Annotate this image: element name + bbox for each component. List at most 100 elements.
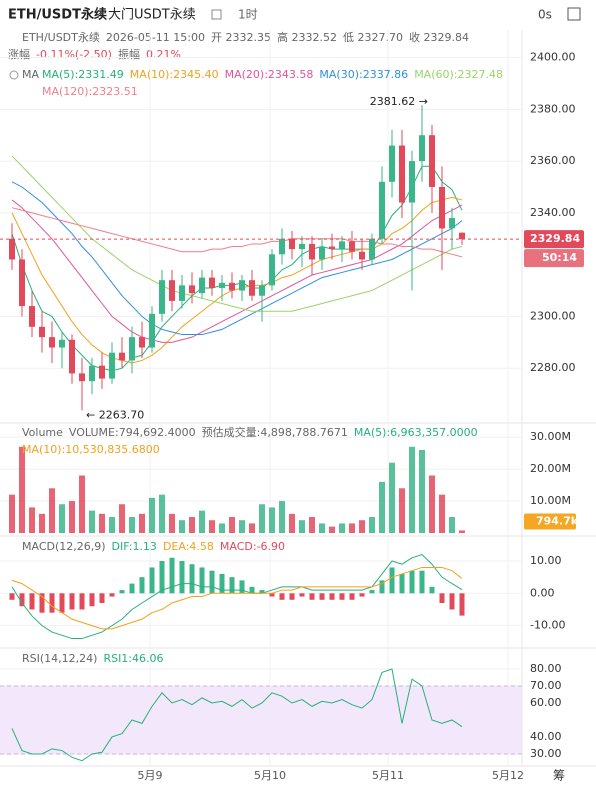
legend-entry: MA(10):10,530,835.6800 (22, 443, 160, 456)
macd-bar (169, 557, 175, 594)
candle-body (189, 285, 195, 294)
legend-entry: DIF:1.13 (112, 540, 157, 553)
volume-bar (239, 520, 245, 533)
indicator-line (11, 181, 463, 336)
candle-body (439, 186, 445, 229)
volume-bar (139, 513, 145, 533)
legend-entry: MACD:-6.90 (220, 540, 285, 553)
y-tick-label: 10.00 (530, 554, 562, 567)
candle-body (329, 246, 335, 250)
macd-bar (259, 590, 265, 594)
legend-entry: MA(120):2323.51 (42, 85, 138, 98)
legend-entry: MA(20):2343.58 (225, 68, 314, 81)
layout-icon[interactable] (567, 7, 581, 21)
info-text: -0.11%(-2.50) (36, 48, 112, 61)
candle-body (69, 339, 75, 374)
volume-bar (89, 510, 95, 533)
price-tag (524, 230, 584, 249)
volume-bar (109, 517, 115, 533)
y-tick-label: 2300.00 (530, 309, 576, 322)
candle-body (89, 365, 95, 382)
x-tick-label: 5月12 (492, 769, 524, 782)
macd-bar (79, 593, 85, 610)
y-tick-label: -10.00 (530, 619, 565, 632)
volume-bar (9, 494, 15, 533)
macd-bar (399, 573, 405, 594)
macd-bar (59, 593, 65, 613)
candle-body (29, 306, 35, 327)
macd-bar (369, 590, 375, 594)
info-text: 收 2329.84 (409, 30, 469, 44)
y-tick-label: 20.00M (530, 462, 571, 475)
x-tick-label: 5月10 (254, 769, 286, 782)
macd-bar (379, 580, 385, 594)
countdown-label: 50:14 (542, 251, 577, 264)
volume-bar (39, 513, 45, 533)
volume-bar (29, 507, 35, 533)
volume-bar (159, 494, 165, 533)
indicator-title: MACD(12,26,9) (22, 540, 106, 553)
volume-bar (419, 449, 425, 533)
macd-bar (229, 577, 235, 594)
macd-bar (299, 593, 305, 597)
candle-body (349, 241, 355, 252)
y-tick-label: 10.00M (530, 494, 571, 507)
volume-bar (199, 510, 205, 533)
y-tick-label: 40.00 (530, 730, 562, 743)
volume-bar (49, 488, 55, 533)
candle-body (169, 280, 175, 301)
symbol[interactable]: ETH/USDT永续 (8, 7, 107, 23)
macd-bar (19, 593, 25, 607)
info-text: 涨幅 (8, 48, 30, 61)
candle-body (429, 135, 435, 187)
macd-bar (29, 593, 35, 610)
macd-bar (139, 577, 145, 594)
candle-body (449, 218, 455, 229)
candle-body (379, 181, 385, 239)
macd-bar (449, 593, 455, 610)
candle-body (19, 259, 25, 307)
volume-bar (379, 481, 385, 533)
legend-entry: MA(10):2345.40 (130, 68, 219, 81)
volume-bar (449, 517, 455, 533)
countdown-tag (524, 249, 584, 268)
candle-body (79, 373, 85, 382)
volume-bar (69, 501, 75, 533)
y-tick-label: 2400.00 (530, 51, 576, 64)
y-tick-label: 30.00M (530, 430, 571, 443)
volume-bar (329, 526, 335, 533)
volume-bar (149, 497, 155, 533)
candle-body (49, 337, 55, 348)
interval[interactable]: 1时 (238, 8, 258, 22)
x-tick-label: 5月9 (138, 769, 163, 782)
volume-bar (319, 523, 325, 533)
candle-body (299, 243, 305, 250)
volume-bar (209, 520, 215, 533)
candle-body (139, 337, 145, 348)
candle-body (319, 246, 325, 260)
indicator-line (11, 553, 463, 640)
macd-bar (309, 593, 315, 600)
legend-entry: RSI1:46.06 (103, 652, 163, 665)
volume-bar (339, 523, 345, 533)
chips-tab[interactable]: 筹 (553, 769, 565, 783)
legend-entry: MA(5):2331.49 (42, 68, 124, 81)
candle-body (99, 365, 105, 379)
indicator-line (11, 199, 463, 343)
volume-bar (349, 523, 355, 533)
bell-icon (9, 70, 19, 80)
legend-entry: VOLUME:794,692.4000 (69, 426, 196, 439)
y-tick-label: 80.00 (530, 662, 562, 675)
y-tick-label: 70.00 (530, 679, 562, 692)
candle-body (229, 282, 235, 291)
legend-entry: MA(30):2337.86 (319, 68, 408, 81)
macd-bar (329, 593, 335, 600)
info-text: 2026-05-11 15:00 (106, 31, 205, 44)
candle-body (59, 339, 65, 348)
indicator-line (11, 566, 463, 630)
macd-bar (339, 593, 345, 600)
candle-body (339, 241, 345, 250)
volume-bar (299, 520, 305, 533)
edit-icon[interactable] (211, 9, 222, 20)
candle-body (389, 145, 395, 182)
